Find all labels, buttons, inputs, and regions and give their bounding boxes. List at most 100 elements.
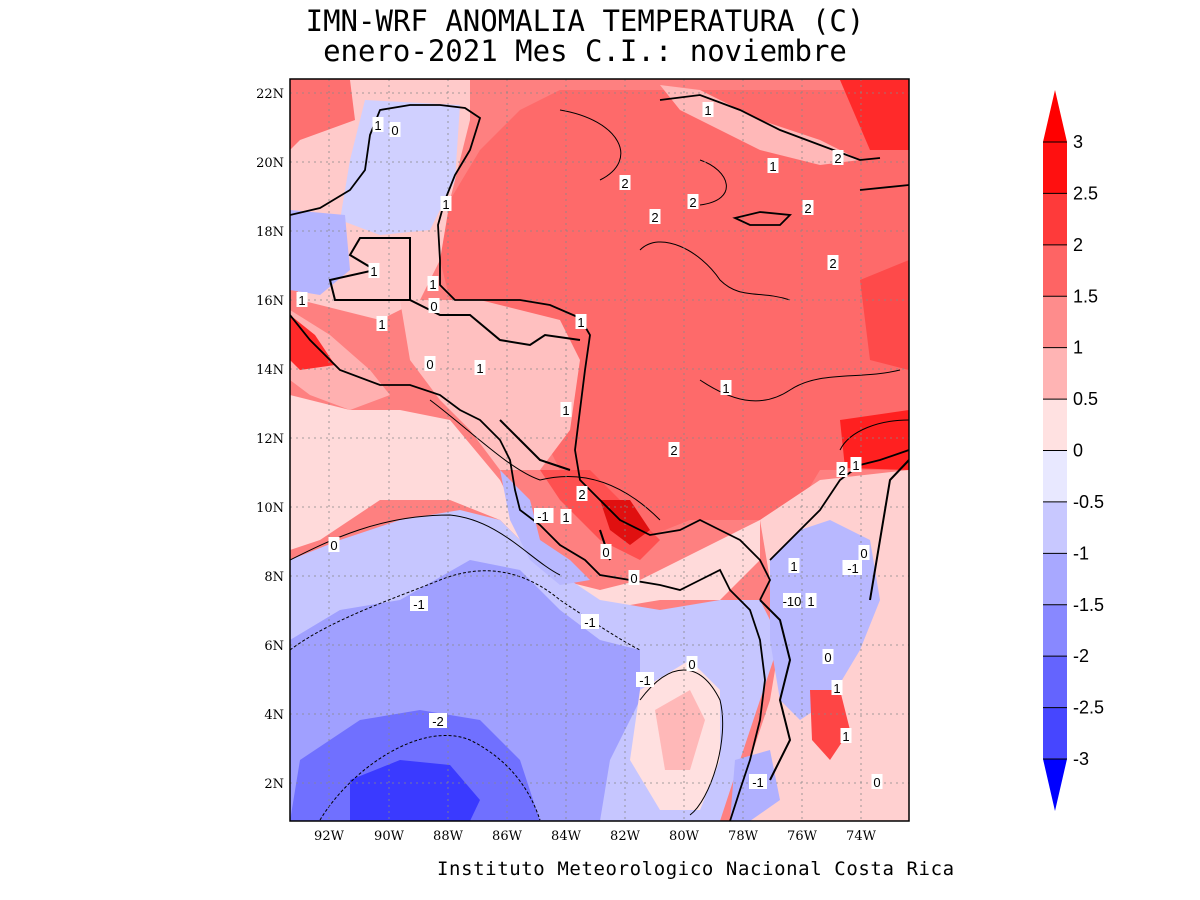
lat-label: 16N: [256, 294, 284, 309]
lat-label: 12N: [256, 432, 284, 447]
contour-2-caribbean: [559, 109, 727, 206]
contour-label-box: [560, 402, 572, 417]
field-chiapas-cool: [290, 210, 350, 295]
contour-label-box: [429, 713, 447, 728]
contour-label-box: [687, 194, 699, 209]
field-hot-ne-corner: [840, 80, 909, 150]
anomaly-field: [290, 79, 909, 821]
lon-label: 86W: [492, 829, 523, 844]
contour-label: 2: [834, 151, 841, 166]
contour-label-box: [474, 360, 486, 375]
contour-label: -10: [783, 594, 802, 609]
coastlines: [290, 94, 909, 821]
contour-minus2-pacific: [319, 735, 541, 821]
contour-label-box: [827, 255, 839, 270]
contour-label-box: [783, 593, 801, 608]
map-title-line-2: enero-2021 Mes C.I.: noviembre: [323, 34, 847, 68]
lon-label: 92W: [314, 829, 345, 844]
contour-label-box: [686, 656, 698, 671]
contour-label: 2: [804, 201, 811, 216]
contour-label: 0: [630, 571, 637, 586]
contour-label: 2: [651, 210, 658, 225]
lat-label: 2N: [264, 777, 284, 792]
contour-label: -1: [413, 597, 425, 612]
contour-label-box: [832, 150, 844, 165]
lat-label: 10N: [256, 501, 284, 516]
colorbar-top-arrow: [1043, 90, 1067, 142]
contour-label: 1: [374, 118, 381, 133]
field-pacific-mild-band: [290, 395, 760, 610]
colombia-west-border: [759, 599, 792, 781]
contour-0-pacific: [290, 514, 561, 576]
lat-label: 4N: [264, 708, 284, 723]
contour-label: 0: [873, 775, 880, 790]
contour-label: 1: [442, 197, 449, 212]
contour-label: 2: [689, 195, 696, 210]
contour-label: 0: [688, 657, 695, 672]
contour-label: 1: [370, 264, 377, 279]
contour-label-box: [850, 457, 862, 472]
contour-label: 2: [621, 176, 628, 191]
colorbar-label: 3: [1073, 132, 1083, 152]
lon-label: 74W: [846, 829, 877, 844]
contour-label: -1: [847, 561, 859, 576]
contour-label-box: [720, 380, 732, 395]
contour-label-box: [534, 508, 552, 523]
contour-label-box: [410, 596, 428, 611]
contour-label-box: [831, 680, 843, 695]
contour-label: -2: [432, 714, 444, 729]
contour-label: 1: [833, 681, 840, 696]
contour-label-box: [802, 200, 814, 215]
contour-label: 1: [562, 510, 569, 525]
colorbar-segment: [1043, 142, 1067, 194]
cuba-coast: [659, 94, 881, 161]
lat-label: 8N: [264, 570, 284, 585]
contour-label: 1: [577, 315, 584, 330]
contour-label-box: [376, 316, 388, 331]
guatemala-border: [328, 237, 411, 301]
lon-label: 88W: [433, 829, 464, 844]
lat-label: 6N: [264, 639, 284, 654]
colorbar-label: 1.5: [1073, 286, 1098, 306]
contour-label-box: [560, 509, 572, 524]
contour-label-box: [368, 263, 380, 278]
latitude-axis: 22N 20N 18N 16N 14N 12N 10N 8N 6N 4N 2N: [256, 87, 284, 792]
pacific-coast: [290, 314, 766, 821]
field-colombia-hot: [810, 690, 850, 760]
contour-label-box: [576, 486, 588, 501]
contour-label-box: [328, 537, 340, 552]
contour-label-box: [619, 175, 631, 190]
graticule: [290, 79, 909, 821]
colorbar-segment: [1043, 553, 1067, 605]
map-title-line-1: IMN-WRF ANOMALIA TEMPERATURA (C): [305, 4, 865, 38]
colorbar-segment: [1043, 244, 1067, 297]
colorbar-segment: [1043, 347, 1067, 400]
contour-label: 1: [790, 559, 797, 574]
contour-label: 0: [426, 357, 433, 372]
jamaica-coast: [732, 211, 792, 226]
lon-label: 76W: [787, 829, 818, 844]
lat-label: 22N: [256, 87, 284, 102]
contour-label-box: [575, 314, 587, 329]
contour-label: 0: [824, 650, 831, 665]
colorbar-segment: [1043, 296, 1067, 348]
lat-label: 14N: [256, 363, 284, 378]
contour-minus1-pacific: [290, 570, 641, 651]
contour-label: -1: [639, 673, 651, 688]
colorbar-label: -1.5: [1073, 595, 1104, 615]
contour-label-box: [805, 593, 817, 608]
field-gulf-warm: [290, 80, 355, 150]
colorbar-segment: [1043, 193, 1067, 245]
contour-label-box: [788, 558, 800, 573]
contour-label-box: [822, 649, 834, 664]
longitude-axis: 92W 90W 88W 86W 84W 82W 80W 78W 76W 74W: [314, 829, 877, 844]
contour-label: 0: [391, 123, 398, 138]
contour-label: 1: [807, 594, 814, 609]
contour-label: 0: [430, 299, 437, 314]
contour-label: 1: [769, 159, 776, 174]
hispaniola-coast: [859, 184, 909, 191]
contour-label: -1: [584, 615, 596, 630]
colorbar-label: 0.5: [1073, 389, 1098, 409]
contour-label: 1: [852, 458, 859, 473]
